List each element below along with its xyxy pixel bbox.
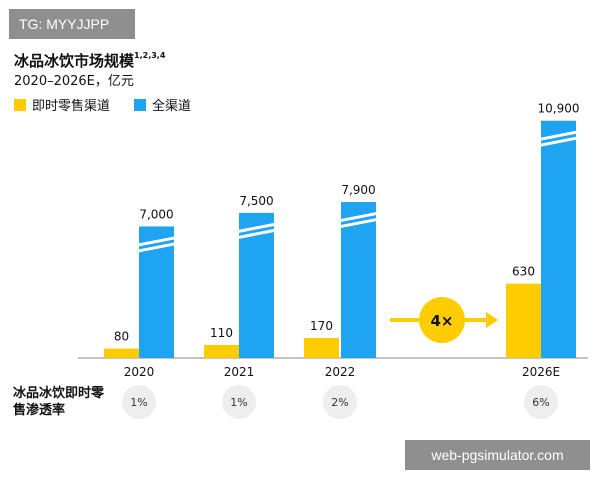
penetration-row-label: 冰品冰饮即时零售渗透率 [13,386,105,418]
legend-swatch-blue [134,99,146,111]
legend-swatch-yellow [14,99,26,111]
value-label-instant-retail-2020: 80 [114,330,129,344]
value-label-instant-retail-2022: 170 [310,319,333,333]
chart-subtitle: 2020–2026E，亿元 [14,74,134,89]
axis-break-mark-2021 [235,222,278,240]
legend-item-instant-retail: 即时零售渠道 [14,95,110,114]
value-label-all-channels-2021: 7,500 [239,194,273,208]
watermark-tag-bottom: web-pgsimulator.com [405,440,590,470]
legend-item-all-channels: 全渠道 [134,95,191,114]
value-label-all-channels-2026E: 10,900 [538,102,580,116]
legend-label-instant-retail: 即时零售渠道 [32,99,111,114]
chart-title-text: 冰品冰饮市场规模 [14,52,135,70]
value-label-all-channels-2020: 7,000 [139,207,173,221]
axis-break-mark-2022 [337,211,380,229]
category-label-2020: 2020 [124,365,155,379]
penetration-value-2021: 1% [230,396,247,409]
penetration-circle-2020 [122,385,156,419]
category-label-2026E: 2026E [522,365,560,379]
growth-badge-label: 4× [430,312,453,330]
bar-instant-retail-2026E [506,283,541,358]
legend-label-all-channels: 全渠道 [152,99,192,114]
chart-title: 冰品冰饮市场规模1,2,3,4 [14,50,165,71]
value-label-instant-retail-2021: 110 [210,326,233,340]
penetration-circle-2021 [222,385,256,419]
penetration-value-2020: 1% [130,396,147,409]
axis-break-mark-2020 [135,235,178,253]
penetration-value-2022: 2% [331,396,348,409]
value-label-all-channels-2022: 7,900 [341,183,375,197]
growth-badge [419,297,465,343]
growth-arrow-head [486,312,498,328]
bar-all-channels-2022 [341,202,376,358]
penetration-circle-2022 [323,385,357,419]
bar-instant-retail-2020 [104,348,139,358]
axis-break-mark-2026E [537,130,580,148]
value-label-instant-retail-2026E: 630 [512,265,535,279]
penetration-value-2026E: 6% [532,396,549,409]
category-label-2022: 2022 [325,365,356,379]
bar-instant-retail-2021 [204,345,239,358]
chart-title-footnotes: 1,2,3,4 [134,51,166,60]
penetration-circle-2026E [524,385,558,419]
bar-all-channels-2026E [541,120,576,358]
category-label-2021: 2021 [224,365,255,379]
bar-instant-retail-2022 [304,337,339,358]
watermark-tag-top: TG: MYYJJPP [9,9,135,39]
